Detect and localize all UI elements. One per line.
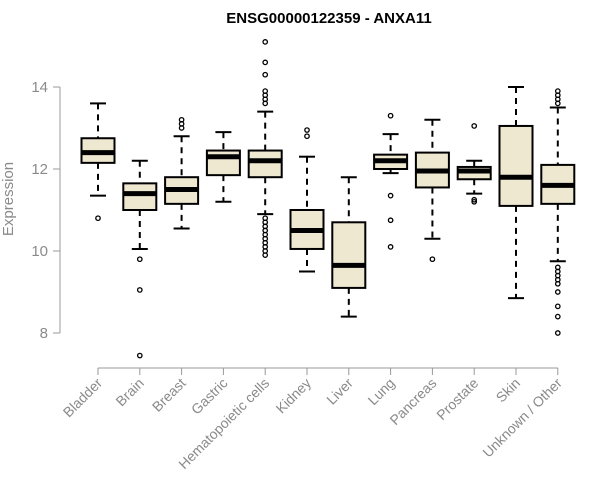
outlier-point	[262, 71, 269, 78]
x-tick-label: Unknown / Other	[479, 375, 565, 461]
outlier-point	[304, 127, 310, 133]
x-tick-label: Kidney	[273, 375, 315, 417]
box-unknown-other	[540, 88, 576, 336]
outlier-point	[136, 287, 143, 293]
box-lung	[373, 112, 409, 250]
outlier-point	[387, 112, 394, 119]
outlier-point	[95, 215, 101, 222]
box-skin	[498, 86, 534, 300]
plot-area	[80, 39, 576, 359]
iqr-box	[498, 124, 534, 207]
outlier-point	[471, 198, 478, 205]
box-brain	[122, 159, 158, 359]
chart-title: ENSG00000122359 - ANXA11	[226, 10, 431, 27]
box-pancreas	[414, 118, 450, 263]
y-tick-label: 10	[31, 243, 48, 260]
box-prostate	[456, 123, 492, 205]
x-tick-label: Lung	[364, 375, 397, 408]
outlier-point	[178, 116, 185, 123]
x-tick-label: Breast	[149, 375, 189, 415]
outlier-point	[262, 252, 269, 258]
outlier-point	[471, 123, 478, 129]
x-tick-label: Bladder	[60, 375, 106, 421]
box-kidney	[289, 127, 325, 273]
box-bladder	[80, 102, 116, 222]
outlier-point	[429, 256, 436, 263]
outlier-point	[554, 289, 561, 295]
x-tick-label: Brain	[112, 375, 146, 409]
outlier-point	[304, 133, 310, 140]
box-liver	[331, 176, 367, 318]
x-tick-label: Skin	[493, 375, 524, 406]
y-axis-label: Expression	[0, 162, 17, 236]
outlier-point	[554, 313, 561, 320]
outlier-point	[554, 280, 561, 287]
y-axis: 8 10 12 14	[31, 79, 61, 342]
x-tick-label: Prostate	[433, 375, 481, 423]
box-hematopoietic-cells	[247, 39, 283, 258]
outlier-point	[136, 256, 143, 263]
y-tick-label: 14	[31, 79, 48, 96]
outlier-point	[471, 196, 478, 203]
outlier-point	[136, 352, 143, 359]
outlier-point	[554, 330, 561, 336]
iqr-box	[122, 182, 158, 212]
iqr-box	[247, 149, 283, 179]
box-breast	[164, 116, 200, 230]
outlier-point	[262, 100, 269, 107]
outlier-point	[387, 192, 394, 199]
outlier-point	[387, 244, 394, 250]
outlier-point	[387, 217, 394, 224]
y-tick-label: 12	[31, 161, 48, 178]
box-gastric	[205, 131, 241, 203]
outlier-point	[554, 303, 561, 310]
y-tick-label: 8	[40, 325, 48, 342]
outlier-point	[262, 39, 269, 45]
iqr-box	[331, 221, 367, 289]
outlier-point	[262, 59, 269, 66]
outlier-point	[554, 100, 561, 107]
x-tick-label: Liver	[323, 375, 356, 408]
